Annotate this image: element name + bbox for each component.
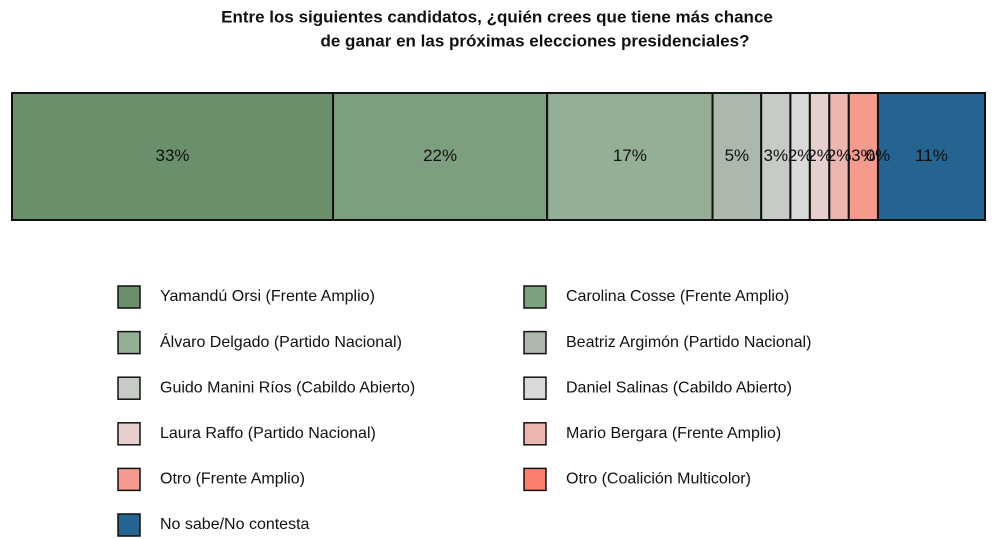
legend-swatch: [523, 285, 547, 309]
legend-swatch: [117, 422, 141, 446]
value-label: 22%: [423, 146, 457, 165]
legend: Yamandú Orsi (Frente Amplio) Carolina Cos…: [117, 285, 811, 537]
legend-label: Yamandú Orsi (Frente Amplio): [160, 288, 375, 305]
bar-group: [11, 92, 986, 221]
chart-title: de ganar en las próximas elecciones pres…: [321, 31, 750, 50]
legend-label: Beatriz Argimón (Partido Nacional): [566, 334, 811, 351]
legend-label: Mario Bergara (Frente Amplio): [566, 425, 781, 442]
label-group: 33% 22% 17% 5% 3% 2%2%2% 3%0% 11%: [156, 146, 948, 165]
value-label: 2%: [827, 146, 852, 165]
legend-label: Guido Manini Ríos (Cabildo Abierto): [160, 379, 415, 396]
value-label: 0%: [866, 146, 891, 165]
bar-segment: [847, 92, 879, 221]
legend-swatch: [117, 285, 141, 309]
legend-swatch: [117, 467, 141, 492]
bar-segment: [332, 92, 549, 221]
legend-label: Carolina Cosse (Frente Amplio): [566, 288, 789, 305]
legend-swatch: [117, 513, 141, 537]
value-label: 3%: [851, 146, 876, 165]
chart-title: Entre los siguientes candidatos, ¿quién …: [221, 7, 773, 26]
legend-label: Otro (Frente Amplio): [160, 471, 305, 488]
legend-swatch: [523, 330, 547, 355]
legend-label: Daniel Salinas (Cabildo Abierto): [566, 379, 792, 396]
bar-segment: [760, 92, 792, 221]
legend-swatch: [523, 422, 547, 446]
bar-segment: [546, 92, 714, 221]
legend-swatch: [117, 330, 141, 355]
legend-label: Laura Raffo (Partido Nacional): [160, 425, 376, 442]
value-label: 17%: [613, 146, 647, 165]
value-label: 5%: [725, 146, 750, 165]
value-label: 3%: [764, 146, 789, 165]
value-label: 2%: [807, 146, 832, 165]
legend-label: No sabe/No contesta: [160, 516, 310, 533]
bar-segment: [11, 92, 335, 221]
bar-segment: [876, 92, 986, 221]
legend-label: Otro (Coalición Multicolor): [566, 471, 751, 488]
legend-swatch: [117, 376, 141, 400]
legend-swatch: [523, 467, 547, 492]
value-label: 33%: [156, 146, 190, 165]
legend-swatch: [523, 376, 547, 400]
legend-label: Álvaro Delgado (Partido Nacional): [160, 332, 402, 351]
value-label: 2%: [788, 146, 813, 165]
value-label: 11%: [915, 146, 948, 165]
